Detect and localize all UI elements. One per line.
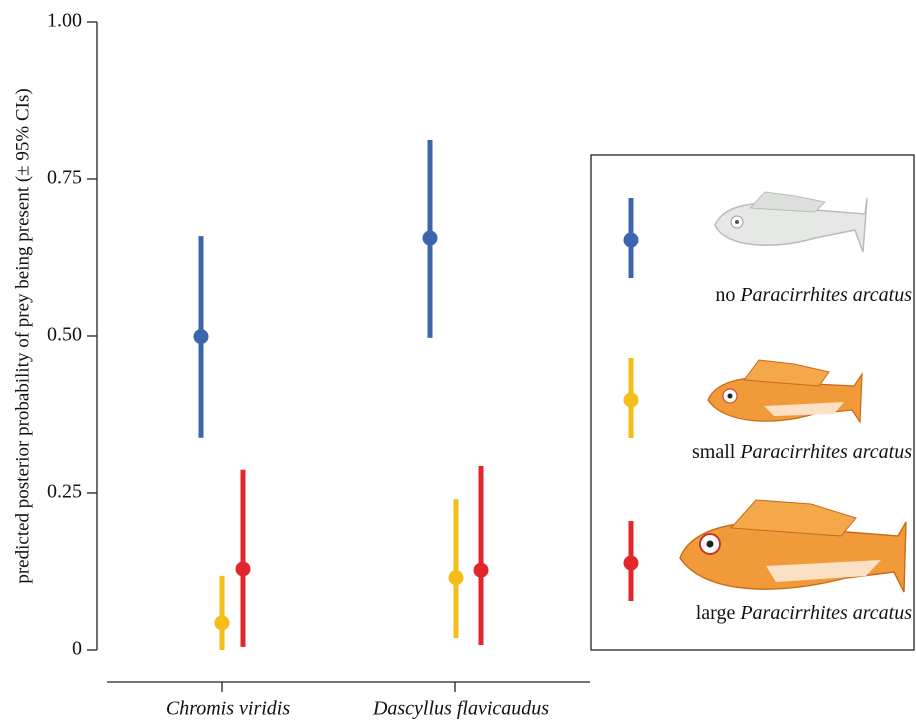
point — [448, 570, 464, 586]
legend-label: large Paracirrhites arcatus — [696, 602, 912, 624]
point — [193, 329, 209, 345]
y-tick-label: 0.25 — [47, 481, 82, 503]
y-tick-label: 0.50 — [47, 324, 82, 346]
y-tick-label: 0 — [72, 638, 82, 660]
y-tick-label: 1.00 — [47, 10, 82, 32]
legend-point — [623, 232, 639, 248]
fish-icon-none — [714, 191, 868, 253]
y-axis-label: predicted posterior probability of prey … — [12, 88, 33, 583]
legend-point — [623, 392, 639, 408]
point — [235, 561, 251, 577]
legend-point — [623, 555, 639, 571]
legend-box — [590, 154, 915, 651]
legend-label: no Paracirrhites arcatus — [715, 284, 912, 306]
x-tick-label: Dascyllus flavicaudus — [372, 698, 549, 720]
x-tick-label: Chromis viridis — [166, 698, 290, 720]
fish-icon-large — [679, 499, 907, 593]
y-tick-label: 0.75 — [47, 167, 82, 189]
point — [214, 615, 230, 631]
point — [422, 230, 438, 246]
legend-label: small Paracirrhites arcatus — [692, 441, 912, 463]
fish-icon-small — [707, 359, 863, 424]
point — [473, 562, 489, 578]
